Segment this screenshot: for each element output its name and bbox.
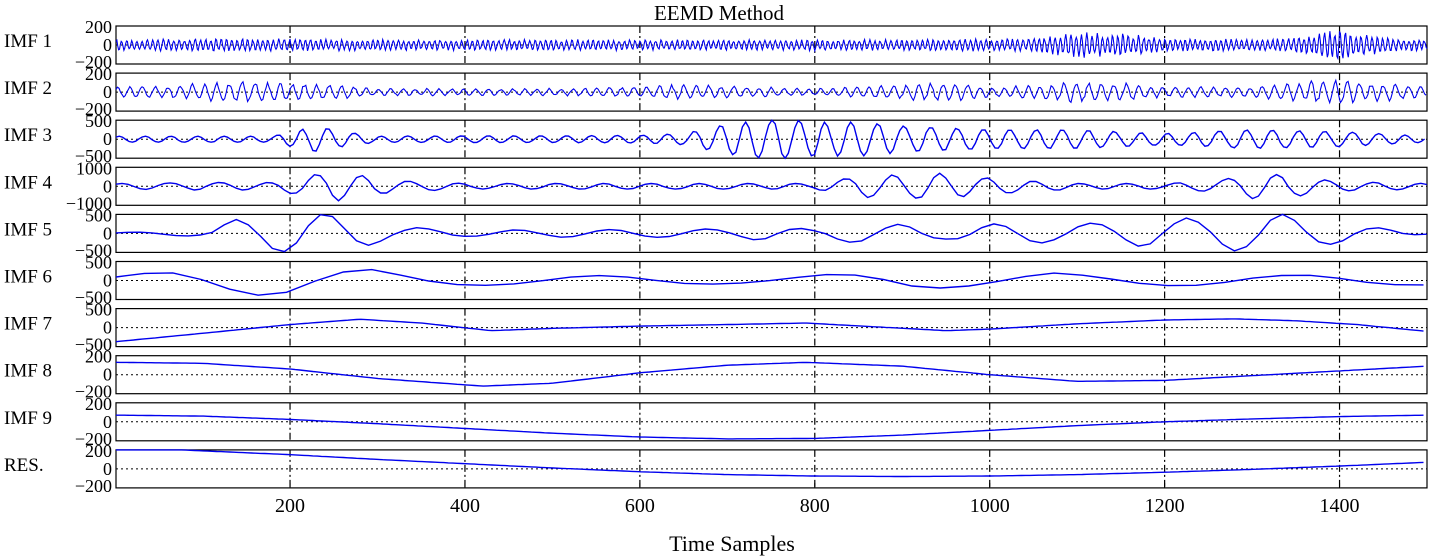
y-tick-label: −500: [75, 288, 112, 308]
y-tick-label: −1000: [66, 193, 112, 213]
y-tick-label: 500: [85, 205, 112, 225]
panel-label: IMF 7: [4, 314, 52, 335]
panel-label: IMF 4: [4, 172, 53, 193]
y-tick-label: 500: [85, 300, 112, 320]
series-line: [115, 318, 1424, 343]
y-tick-label: 200: [85, 441, 112, 461]
x-tick-label: 400: [450, 495, 480, 517]
y-tick-label: 0: [103, 176, 112, 196]
x-tick-label: 1400: [1320, 495, 1360, 517]
y-tick-label: −200: [75, 382, 112, 402]
y-tick-label: 500: [85, 111, 112, 131]
y-tick-label: 200: [85, 17, 112, 37]
y-tick-label: 0: [103, 271, 112, 291]
series-line: [115, 78, 1427, 105]
y-tick-label: −200: [75, 476, 112, 496]
y-tick-label: −500: [75, 335, 112, 355]
x-tick-label: 1200: [1145, 495, 1185, 517]
y-tick-label: 200: [85, 347, 112, 367]
y-tick-label: 200: [85, 64, 112, 84]
y-tick-label: 0: [103, 82, 112, 102]
y-tick-label: 0: [103, 459, 112, 479]
panel-label: IMF 8: [4, 361, 52, 382]
x-axis-label: Time Samples: [669, 531, 795, 556]
panel-label: RES.: [4, 455, 44, 476]
panel-label: IMF 9: [4, 408, 52, 429]
series-line: [115, 268, 1424, 296]
x-tick-label: 200: [275, 495, 305, 517]
y-tick-label: −500: [75, 240, 112, 260]
y-tick-label: −200: [75, 52, 112, 72]
y-tick-label: 0: [103, 129, 112, 149]
series-line: [116, 449, 1424, 478]
x-tick-label: 800: [800, 495, 830, 517]
y-tick-label: 0: [103, 223, 112, 243]
series-line: [116, 414, 1424, 440]
panel-label: IMF 3: [4, 125, 52, 146]
series-line: [115, 31, 1428, 61]
y-tick-label: 200: [85, 394, 112, 414]
y-tick-label: −200: [75, 429, 112, 449]
y-tick-label: 0: [103, 35, 112, 55]
chart-title: EEMD Method: [654, 1, 785, 25]
series-line: [115, 213, 1427, 253]
x-tick-label: 1000: [970, 495, 1010, 517]
y-tick-label: 0: [103, 412, 112, 432]
series-line: [115, 119, 1426, 160]
series-line: [115, 172, 1427, 202]
x-tick-label: 600: [625, 495, 655, 517]
y-tick-label: 0: [103, 365, 112, 385]
panel-label: IMF 1: [4, 31, 52, 52]
y-tick-label: −200: [75, 99, 112, 119]
y-tick-label: −500: [75, 146, 112, 166]
y-tick-label: 1000: [76, 158, 112, 178]
y-tick-label: 0: [103, 318, 112, 338]
series-line: [115, 361, 1424, 387]
y-tick-label: 500: [85, 253, 112, 273]
panel-label: IMF 6: [4, 267, 52, 288]
panel-label: IMF 2: [4, 78, 52, 99]
panel-label: IMF 5: [4, 219, 52, 240]
x-axis: 200 400 600 800 1000 1200 1400: [275, 482, 1360, 517]
